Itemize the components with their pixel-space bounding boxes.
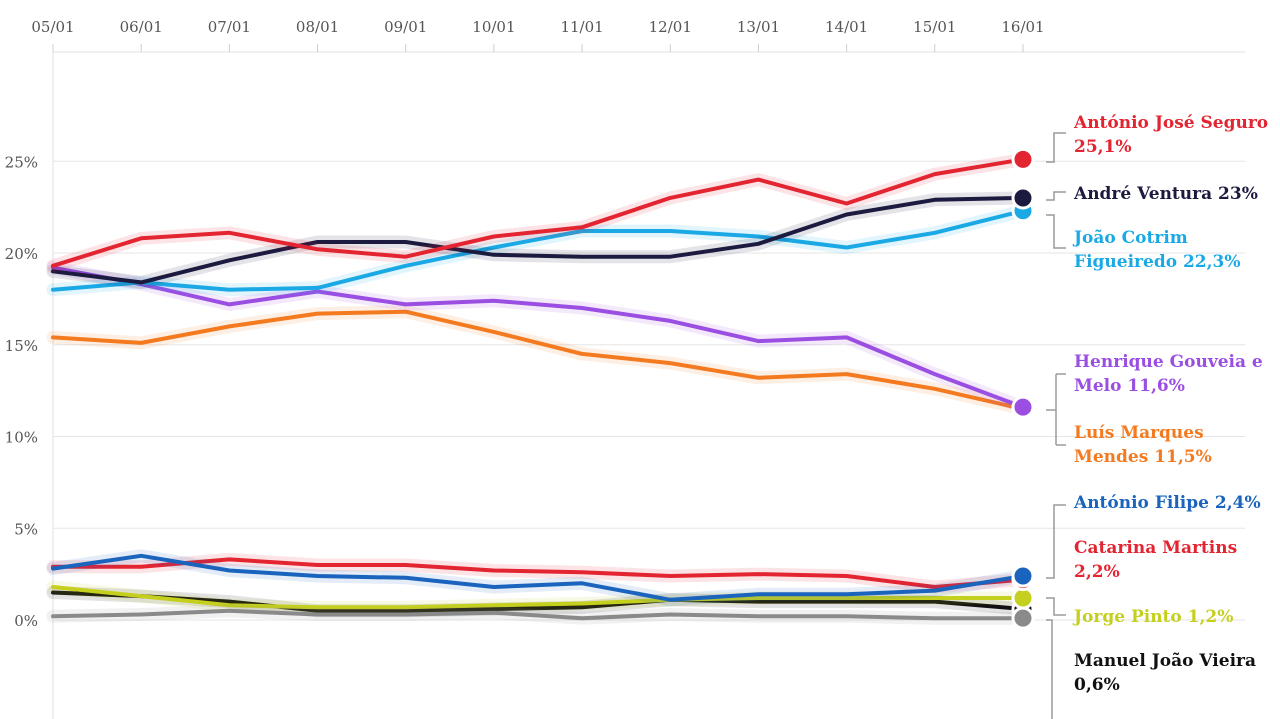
- end-dot-henrique-gouveia-e-melo: [1011, 395, 1035, 419]
- x-tick-label: 12/01: [649, 18, 692, 36]
- series-manuel-joao-vieira: [46, 586, 1030, 618]
- x-tick-label: 11/01: [560, 18, 603, 36]
- label-catarina-martins: Catarina Martins 2,2%: [1074, 538, 1237, 582]
- x-tick-label: 10/01: [472, 18, 515, 36]
- y-axis-ticks: 0% 5% 10% 15% 20% 25%: [5, 153, 38, 630]
- x-tick-label: 14/01: [825, 18, 868, 36]
- label-line: António Filipe 2,4%: [1073, 493, 1261, 513]
- label-line: Henrique Gouveia e: [1074, 352, 1263, 372]
- label-connector: [1046, 597, 1066, 616]
- end-dot-andre-ventura: [1011, 186, 1035, 210]
- series-line: [51, 208, 1025, 292]
- label-connector: [1046, 214, 1066, 249]
- y-tick-label: 20%: [5, 245, 38, 263]
- series-catarina-martins: [46, 552, 1030, 594]
- series-lines: [46, 147, 1035, 630]
- label-jorge-pinto: Jorge Pinto 1,2%: [1072, 607, 1233, 627]
- label-manuel-joao-vieira: Manuel João Vieira 0,6%: [1074, 651, 1256, 695]
- x-axis-ticks: 05/01 06/01 07/01 08/01 09/01 10/01 11/01 12/01…: [31, 18, 1045, 52]
- label-line: Mendes 11,5%: [1074, 447, 1212, 467]
- label-henrique-gouveia-e-melo: Henrique Gouveia e Melo 11,6%: [1074, 352, 1263, 396]
- label-connector: [1046, 619, 1053, 719]
- x-tick-label: 09/01: [384, 18, 427, 36]
- label-line: Melo 11,6%: [1074, 376, 1185, 396]
- label-line: João Cotrim: [1072, 228, 1188, 248]
- series-antonio-jose-seguro: [46, 152, 1030, 273]
- series-labels: Manuel João Vieira 0,6% Jorge Pinto 1,2% Ca…: [1046, 113, 1268, 719]
- label-antonio-filipe: António Filipe 2,4%: [1073, 493, 1261, 513]
- label-joao-cotrim-figueiredo: João Cotrim Figueiredo 22,3%: [1072, 228, 1241, 272]
- y-tick-label: 10%: [5, 429, 38, 447]
- series-line: [51, 265, 1025, 410]
- gridlines: [52, 51, 1245, 719]
- label-luis-marques-mendes: Luís Marques Mendes 11,5%: [1074, 423, 1212, 467]
- x-tick-label: 08/01: [296, 18, 339, 36]
- y-tick-label: 5%: [14, 520, 38, 538]
- label-line: 2,2%: [1074, 562, 1120, 582]
- series-henrique-gouveia-e-melo: [46, 261, 1030, 414]
- y-tick-label: 25%: [5, 153, 38, 171]
- end-dot-antonio-filipe: [1011, 564, 1035, 588]
- x-tick-label: 07/01: [208, 18, 251, 36]
- y-tick-label: 15%: [5, 337, 38, 355]
- label-line: 25,1%: [1074, 137, 1132, 157]
- end-dot-outro: [1011, 606, 1035, 630]
- series-andre-ventura: [46, 191, 1030, 289]
- label-connector: [1046, 191, 1066, 201]
- series-halo: [46, 305, 1030, 416]
- label-line: Figueiredo 22,3%: [1074, 252, 1241, 272]
- series-joao-cotrim-figueiredo: [46, 204, 1030, 297]
- label-line: Jorge Pinto 1,2%: [1072, 607, 1233, 627]
- series-line: [51, 195, 1025, 285]
- x-tick-label: 13/01: [737, 18, 780, 36]
- y-tick-label: 0%: [14, 612, 38, 630]
- series-line: [51, 585, 1025, 610]
- label-line: André Ventura 23%: [1073, 184, 1258, 204]
- label-antonio-jose-seguro: António José Seguro 25,1%: [1073, 113, 1268, 157]
- series-line: [51, 157, 1025, 268]
- series-line: [51, 553, 1025, 602]
- series-line: [51, 309, 1025, 411]
- label-line: António José Seguro: [1073, 113, 1268, 133]
- label-line: Manuel João Vieira: [1074, 651, 1256, 671]
- series-antonio-filipe: [46, 549, 1030, 607]
- series-line: [51, 590, 1025, 613]
- x-tick-label: 16/01: [1001, 18, 1044, 36]
- series-outro: [46, 604, 1030, 625]
- label-connector: [1046, 132, 1066, 163]
- series-line: [51, 608, 1025, 621]
- label-andre-ventura: André Ventura 23%: [1073, 184, 1258, 204]
- end-dot-antonio-jose-seguro: [1011, 147, 1035, 171]
- series-line: [51, 557, 1025, 589]
- label-line: Luís Marques: [1074, 423, 1204, 443]
- x-tick-label: 06/01: [120, 18, 163, 36]
- label-line: 0,6%: [1074, 675, 1120, 695]
- label-line: Catarina Martins: [1074, 538, 1237, 558]
- series-jorge-pinto: [46, 580, 1030, 614]
- series-luis-marques-mendes: [46, 305, 1030, 416]
- label-connector: [1046, 504, 1066, 579]
- x-tick-label: 15/01: [913, 18, 956, 36]
- x-tick-label: 05/01: [31, 18, 74, 36]
